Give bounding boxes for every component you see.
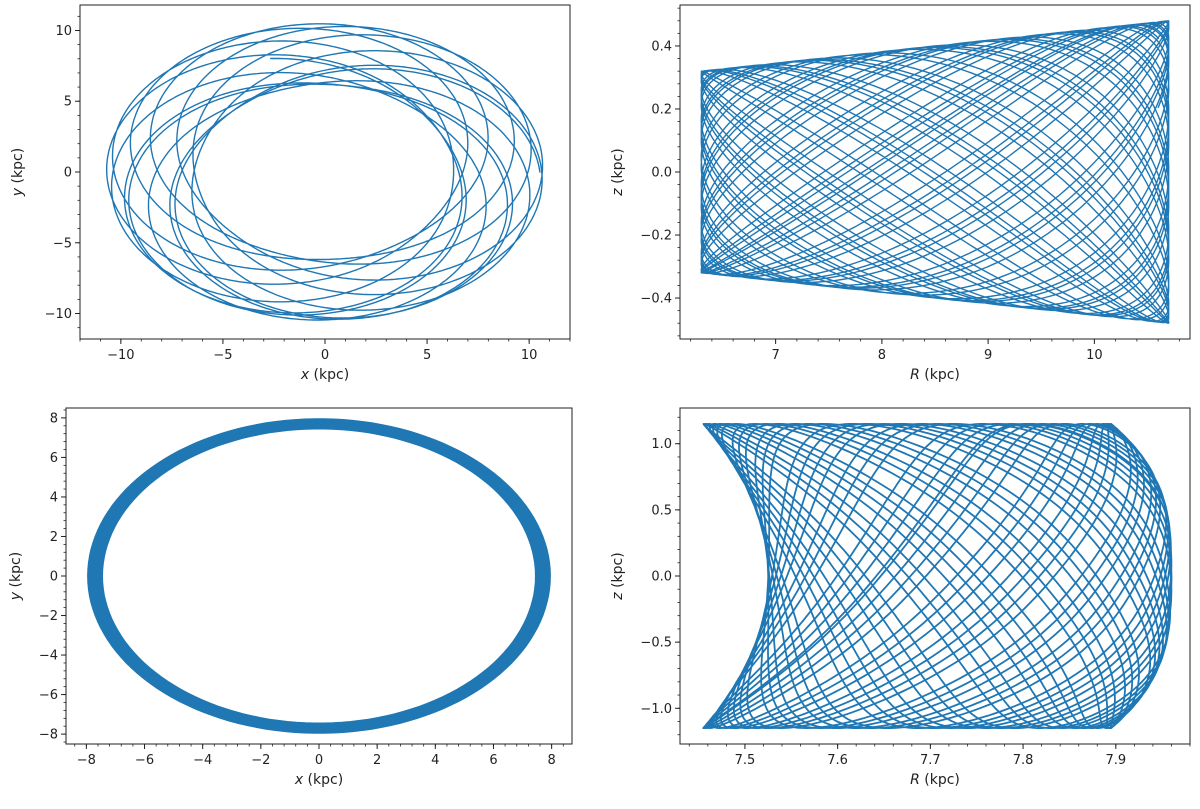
y-tick-label: −1.0	[640, 702, 672, 717]
y-axis-var: y	[8, 591, 24, 601]
x-tick-label: 7.5	[735, 753, 756, 768]
x-tick-label: 7.7	[920, 753, 941, 768]
y-tick-label: 2	[50, 530, 58, 545]
x-axis-unit: (kpc)	[303, 772, 343, 788]
x-tick-label: −4	[193, 753, 212, 768]
x-axis-var: R	[910, 772, 920, 788]
x-tick-label: 8	[878, 348, 886, 363]
x-tick-label: −2	[251, 753, 270, 768]
y-tick-label: −10	[45, 307, 72, 322]
x-tick-label: 5	[423, 348, 431, 363]
orbit-line	[700, 20, 1170, 324]
x-tick-label: 10	[521, 348, 538, 363]
x-tick-label: 7.8	[1013, 753, 1034, 768]
x-tick-label: 6	[489, 753, 497, 768]
y-tick-label: 8	[50, 411, 58, 426]
x-tick-label: 8	[548, 753, 556, 768]
x-tick-label: 7	[771, 348, 779, 363]
x-axis-var: x	[300, 367, 310, 383]
y-axis-unit: (kpc)	[610, 552, 626, 592]
y-tick-label: 10	[55, 24, 72, 39]
y-axis-var: z	[610, 188, 626, 197]
x-axis-unit: (kpc)	[309, 367, 349, 383]
plot-frame	[65, 407, 573, 745]
y-axis-var: z	[610, 592, 626, 601]
y-tick-label: 4	[50, 490, 58, 505]
y-tick-label: −0.2	[640, 229, 672, 244]
y-tick-label: 0.0	[651, 166, 672, 181]
x-tick-label: −5	[213, 348, 232, 363]
y-axis-unit: (kpc)	[10, 148, 26, 188]
y-axis-var: y	[10, 187, 26, 197]
orbit-line	[702, 423, 1173, 729]
orbit-line	[106, 23, 544, 321]
x-tick-label: 9	[984, 348, 992, 363]
orbit-line	[87, 418, 551, 734]
y-tick-label: −6	[39, 688, 58, 703]
y-tick-label: 0	[64, 166, 72, 181]
y-tick-label: −4	[39, 649, 58, 664]
x-tick-label: 0	[321, 348, 329, 363]
y-tick-label: −2	[39, 609, 58, 624]
x-tick-label: 2	[373, 753, 381, 768]
x-axis-label: R (kpc)	[910, 772, 960, 788]
y-axis-label: z (kpc)	[610, 148, 626, 196]
y-tick-label: 0.4	[651, 39, 672, 54]
x-tick-label: −10	[107, 348, 134, 363]
y-tick-label: 0.0	[651, 570, 672, 585]
y-axis-label: z (kpc)	[610, 552, 626, 600]
x-axis-var: x	[294, 772, 304, 788]
y-tick-label: 0.2	[651, 102, 672, 117]
y-tick-label: −0.4	[640, 292, 672, 307]
x-tick-label: −6	[135, 753, 154, 768]
y-tick-label: 0	[50, 570, 58, 585]
x-tick-label: 0	[315, 753, 323, 768]
x-axis-var: R	[910, 367, 920, 383]
x-tick-label: −8	[77, 753, 96, 768]
y-axis-unit: (kpc)	[610, 148, 626, 188]
y-tick-label: 0.5	[651, 503, 672, 518]
y-tick-label: −0.5	[640, 636, 672, 651]
x-tick-label: 10	[1086, 348, 1103, 363]
y-axis-label: y (kpc)	[8, 552, 24, 601]
x-tick-label: 7.6	[827, 753, 848, 768]
panel-top-right-rz-orbit: 7 8 9 10−0.4−0.20.00.20.4R (kpc)z (kpc)	[610, 4, 1191, 383]
panel-bottom-right-rz-orbit: 7.5 7.6 7.7 7.8 7.9−1.0−0.50.00.51.0R (kpc)z…	[610, 407, 1191, 788]
x-axis-label: x (kpc)	[300, 367, 349, 383]
y-axis-unit: (kpc)	[8, 552, 24, 592]
x-axis-unit: (kpc)	[920, 367, 960, 383]
y-tick-label: −8	[39, 728, 58, 743]
x-axis-label: R (kpc)	[910, 367, 960, 383]
y-tick-label: 5	[64, 95, 72, 110]
x-axis-unit: (kpc)	[920, 772, 960, 788]
x-tick-label: 7.9	[1105, 753, 1126, 768]
x-axis-label: x (kpc)	[294, 772, 343, 788]
y-tick-label: 1.0	[651, 437, 672, 452]
y-tick-label: −5	[53, 236, 72, 251]
x-tick-label: 4	[431, 753, 439, 768]
y-axis-label: y (kpc)	[10, 148, 26, 197]
y-tick-label: 6	[50, 451, 58, 466]
